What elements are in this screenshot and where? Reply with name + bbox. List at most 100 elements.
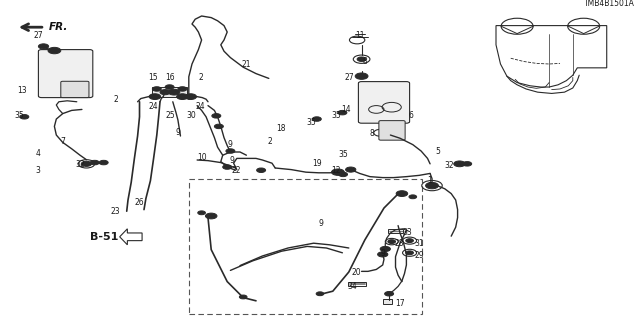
Circle shape bbox=[223, 165, 232, 169]
Circle shape bbox=[38, 44, 49, 49]
Text: 33: 33 bbox=[402, 228, 412, 237]
Text: 32: 32 bbox=[76, 160, 85, 169]
Text: 14: 14 bbox=[341, 105, 351, 114]
Text: 32: 32 bbox=[445, 161, 454, 170]
Circle shape bbox=[99, 160, 108, 165]
FancyBboxPatch shape bbox=[358, 82, 410, 123]
Circle shape bbox=[81, 161, 92, 166]
Circle shape bbox=[385, 292, 394, 296]
Text: 3: 3 bbox=[35, 166, 40, 175]
Text: 28: 28 bbox=[395, 239, 404, 248]
Text: 9: 9 bbox=[227, 140, 232, 149]
Text: 13: 13 bbox=[17, 86, 27, 95]
Circle shape bbox=[406, 251, 413, 255]
FancyBboxPatch shape bbox=[38, 50, 93, 98]
Text: 22: 22 bbox=[232, 166, 241, 175]
Circle shape bbox=[152, 87, 161, 91]
Text: 9: 9 bbox=[318, 220, 323, 228]
Text: 8: 8 bbox=[369, 129, 374, 138]
Bar bbox=[189, 179, 422, 314]
Text: 2: 2 bbox=[198, 73, 203, 82]
Circle shape bbox=[454, 161, 465, 167]
Text: B-51: B-51 bbox=[90, 232, 118, 242]
Text: 35: 35 bbox=[306, 118, 316, 127]
Text: 2: 2 bbox=[268, 137, 272, 146]
Circle shape bbox=[149, 94, 161, 100]
Circle shape bbox=[178, 87, 187, 91]
Circle shape bbox=[380, 246, 390, 252]
Circle shape bbox=[90, 160, 99, 165]
Circle shape bbox=[312, 117, 321, 121]
Text: 26: 26 bbox=[134, 198, 144, 207]
Circle shape bbox=[409, 195, 417, 199]
Circle shape bbox=[177, 94, 188, 100]
Text: 15: 15 bbox=[148, 73, 158, 82]
Circle shape bbox=[212, 114, 221, 118]
Text: 2: 2 bbox=[114, 95, 118, 104]
Text: FR.: FR. bbox=[49, 22, 68, 32]
Circle shape bbox=[332, 169, 344, 175]
Text: 16: 16 bbox=[165, 73, 175, 82]
Text: 12: 12 bbox=[332, 166, 341, 175]
Text: 11: 11 bbox=[355, 31, 365, 40]
FancyBboxPatch shape bbox=[61, 81, 89, 98]
Text: TMB4B1501A: TMB4B1501A bbox=[584, 0, 635, 8]
Bar bbox=[152, 87, 188, 97]
Circle shape bbox=[339, 172, 348, 177]
Bar bbox=[388, 229, 403, 233]
Circle shape bbox=[426, 182, 438, 189]
Circle shape bbox=[396, 191, 408, 196]
Text: 27: 27 bbox=[344, 73, 354, 82]
Circle shape bbox=[165, 85, 174, 89]
Circle shape bbox=[378, 252, 388, 257]
Circle shape bbox=[226, 149, 235, 153]
Text: 21: 21 bbox=[242, 60, 252, 69]
Circle shape bbox=[48, 47, 61, 54]
Text: 25: 25 bbox=[165, 111, 175, 120]
Circle shape bbox=[346, 167, 356, 172]
Text: 31: 31 bbox=[415, 239, 424, 248]
Text: 5: 5 bbox=[435, 148, 440, 156]
Circle shape bbox=[463, 162, 472, 166]
Text: 35: 35 bbox=[14, 111, 24, 120]
Text: 34: 34 bbox=[348, 282, 357, 291]
Text: 23: 23 bbox=[110, 207, 120, 216]
Text: 4: 4 bbox=[35, 149, 40, 158]
Text: 18: 18 bbox=[276, 124, 286, 133]
Text: 6: 6 bbox=[408, 111, 413, 120]
Circle shape bbox=[20, 115, 29, 119]
Text: 20: 20 bbox=[352, 268, 362, 277]
Text: 17: 17 bbox=[395, 299, 404, 308]
Circle shape bbox=[160, 90, 170, 95]
Text: 9: 9 bbox=[176, 128, 181, 137]
Text: 19: 19 bbox=[312, 159, 322, 168]
Circle shape bbox=[205, 213, 217, 219]
Circle shape bbox=[338, 110, 347, 115]
Text: 10: 10 bbox=[197, 153, 207, 162]
Text: 8: 8 bbox=[363, 57, 367, 66]
Text: 29: 29 bbox=[415, 251, 424, 260]
Circle shape bbox=[257, 168, 266, 172]
Text: 27: 27 bbox=[33, 31, 43, 40]
Circle shape bbox=[239, 295, 247, 299]
Circle shape bbox=[388, 240, 396, 244]
Bar bbox=[383, 299, 392, 304]
Text: 24: 24 bbox=[148, 102, 158, 111]
FancyBboxPatch shape bbox=[379, 121, 405, 140]
Circle shape bbox=[185, 94, 196, 100]
Circle shape bbox=[406, 239, 413, 243]
Text: 9: 9 bbox=[229, 156, 234, 165]
Bar bbox=[348, 282, 366, 286]
Circle shape bbox=[214, 124, 223, 129]
Circle shape bbox=[357, 57, 366, 61]
Circle shape bbox=[198, 211, 205, 215]
Text: 30: 30 bbox=[187, 111, 196, 120]
Text: 35: 35 bbox=[338, 150, 348, 159]
Circle shape bbox=[355, 73, 368, 79]
Text: 7: 7 bbox=[61, 137, 66, 146]
Text: 1: 1 bbox=[428, 176, 432, 185]
Circle shape bbox=[168, 89, 180, 95]
Text: 9: 9 bbox=[381, 249, 386, 258]
Text: 35: 35 bbox=[332, 111, 341, 120]
Text: 24: 24 bbox=[195, 102, 205, 111]
